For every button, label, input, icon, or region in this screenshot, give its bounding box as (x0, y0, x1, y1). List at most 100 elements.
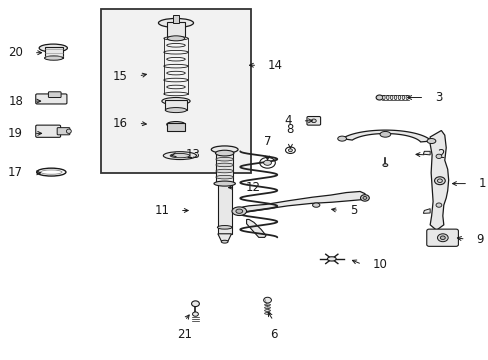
Ellipse shape (170, 153, 189, 158)
Text: 13: 13 (185, 148, 200, 161)
Ellipse shape (394, 95, 396, 100)
Circle shape (435, 154, 441, 158)
Ellipse shape (360, 195, 368, 201)
Ellipse shape (312, 203, 319, 207)
Ellipse shape (44, 56, 63, 60)
Text: 18: 18 (8, 95, 23, 108)
Ellipse shape (382, 164, 387, 167)
FancyBboxPatch shape (306, 117, 320, 125)
Bar (216, 152, 233, 184)
FancyBboxPatch shape (36, 125, 61, 137)
Ellipse shape (166, 71, 185, 75)
Ellipse shape (231, 207, 246, 216)
Ellipse shape (263, 297, 271, 303)
Text: 2: 2 (437, 148, 444, 161)
Ellipse shape (426, 139, 435, 144)
Polygon shape (218, 234, 231, 241)
Ellipse shape (217, 226, 231, 229)
Bar (173, 15, 179, 23)
Ellipse shape (263, 160, 271, 165)
Ellipse shape (216, 157, 233, 161)
Text: 7: 7 (263, 135, 271, 148)
Ellipse shape (163, 78, 188, 82)
Text: 17: 17 (8, 166, 23, 179)
Ellipse shape (440, 236, 445, 239)
Ellipse shape (264, 307, 270, 309)
FancyBboxPatch shape (57, 128, 70, 135)
Ellipse shape (214, 181, 235, 186)
Ellipse shape (264, 312, 270, 314)
Bar (44, 47, 63, 58)
Text: 19: 19 (8, 127, 23, 140)
Text: 5: 5 (349, 204, 356, 217)
Text: 21: 21 (177, 328, 192, 342)
Ellipse shape (337, 136, 346, 141)
Ellipse shape (235, 209, 242, 213)
FancyBboxPatch shape (36, 94, 67, 104)
Ellipse shape (192, 312, 198, 316)
Ellipse shape (162, 98, 190, 105)
Text: 11: 11 (154, 204, 169, 217)
Ellipse shape (434, 177, 445, 185)
Polygon shape (423, 151, 429, 155)
Ellipse shape (163, 152, 196, 159)
Ellipse shape (66, 129, 71, 134)
Ellipse shape (216, 175, 233, 179)
Text: 15: 15 (113, 69, 127, 82)
Ellipse shape (390, 95, 392, 100)
Ellipse shape (264, 304, 270, 306)
Ellipse shape (264, 310, 270, 311)
Ellipse shape (379, 131, 390, 137)
Ellipse shape (437, 179, 442, 183)
Bar (167, 22, 184, 39)
Ellipse shape (382, 95, 385, 100)
Ellipse shape (362, 197, 366, 199)
Ellipse shape (216, 163, 233, 167)
Ellipse shape (375, 95, 382, 100)
Bar (165, 100, 186, 110)
Ellipse shape (405, 95, 407, 100)
FancyBboxPatch shape (426, 229, 457, 246)
Ellipse shape (39, 44, 67, 52)
Text: 20: 20 (8, 46, 23, 59)
Text: 10: 10 (372, 258, 387, 271)
Bar (218, 182, 231, 234)
Ellipse shape (215, 150, 233, 156)
Text: 4: 4 (284, 114, 291, 127)
Polygon shape (423, 209, 429, 213)
Text: 6: 6 (269, 328, 277, 342)
Ellipse shape (311, 119, 316, 123)
Ellipse shape (165, 108, 186, 113)
Text: 16: 16 (113, 117, 127, 130)
Ellipse shape (158, 18, 193, 27)
Ellipse shape (327, 257, 336, 261)
Polygon shape (342, 130, 430, 142)
Polygon shape (246, 220, 265, 237)
Text: 1: 1 (478, 177, 486, 190)
Ellipse shape (401, 95, 404, 100)
Ellipse shape (167, 36, 184, 41)
Text: 8: 8 (286, 123, 293, 136)
Ellipse shape (216, 169, 233, 173)
Ellipse shape (163, 64, 188, 68)
Polygon shape (239, 192, 365, 213)
FancyBboxPatch shape (48, 92, 61, 98)
Ellipse shape (163, 50, 188, 54)
Circle shape (435, 203, 441, 207)
Text: 3: 3 (434, 91, 442, 104)
Ellipse shape (397, 95, 400, 100)
Bar (167, 123, 184, 131)
Ellipse shape (166, 122, 185, 127)
Ellipse shape (166, 57, 185, 61)
Ellipse shape (191, 301, 199, 307)
Ellipse shape (221, 240, 227, 243)
Text: 12: 12 (245, 181, 261, 194)
Polygon shape (429, 131, 448, 230)
Ellipse shape (288, 149, 292, 152)
Text: 14: 14 (267, 59, 283, 72)
Ellipse shape (437, 234, 447, 242)
Text: 9: 9 (475, 233, 483, 246)
Ellipse shape (163, 37, 188, 40)
Ellipse shape (211, 146, 238, 153)
Ellipse shape (386, 95, 388, 100)
